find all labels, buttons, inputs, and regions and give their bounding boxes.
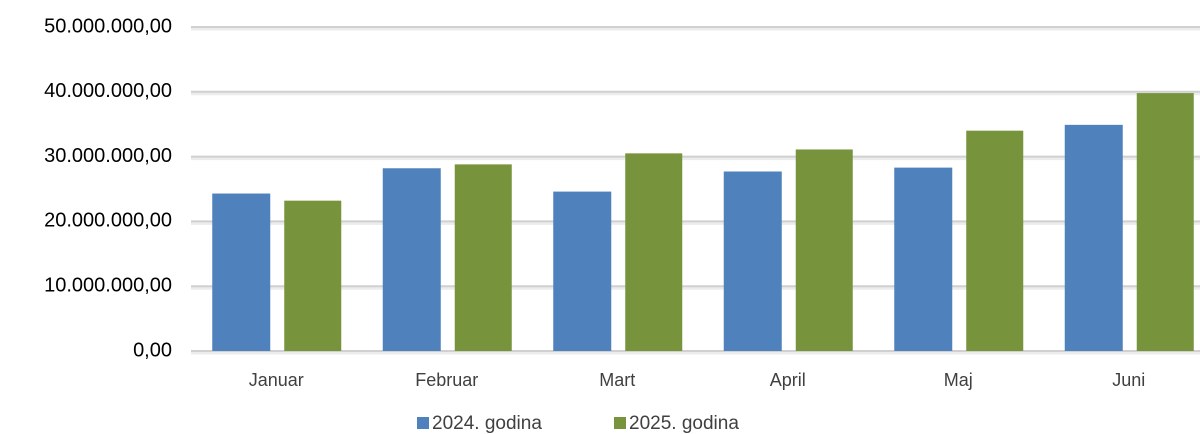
bar bbox=[284, 200, 342, 351]
x-tick-label: Juni bbox=[1112, 370, 1145, 390]
bar bbox=[212, 193, 271, 351]
y-tick-label: 50.000.000,00 bbox=[44, 15, 172, 37]
bar bbox=[454, 164, 512, 351]
legend-label: 2024. godina bbox=[432, 413, 542, 434]
y-tick-label: 10.000.000,00 bbox=[44, 274, 172, 296]
bar bbox=[723, 171, 782, 351]
bar bbox=[553, 191, 612, 351]
bar bbox=[382, 168, 441, 351]
y-tick-label: 0,00 bbox=[133, 339, 172, 361]
bar bbox=[966, 130, 1024, 351]
y-tick-label: 40.000.000,00 bbox=[44, 80, 172, 102]
x-tick-label: Februar bbox=[415, 370, 478, 390]
legend-swatch bbox=[614, 417, 626, 429]
x-tick-label: Maj bbox=[944, 370, 973, 390]
bar bbox=[795, 149, 853, 351]
legend-label: 2025. godina bbox=[629, 413, 739, 434]
x-tick-label: April bbox=[770, 370, 806, 390]
bar bbox=[1064, 124, 1123, 352]
x-tick-label: Mart bbox=[599, 370, 635, 390]
legend-swatch bbox=[417, 417, 429, 429]
y-tick-label: 30.000.000,00 bbox=[44, 145, 172, 167]
bar bbox=[894, 167, 953, 351]
y-tick-label: 20.000.000,00 bbox=[44, 210, 172, 232]
bar bbox=[625, 153, 683, 351]
x-tick-label: Januar bbox=[249, 370, 304, 390]
bar bbox=[1136, 93, 1194, 351]
